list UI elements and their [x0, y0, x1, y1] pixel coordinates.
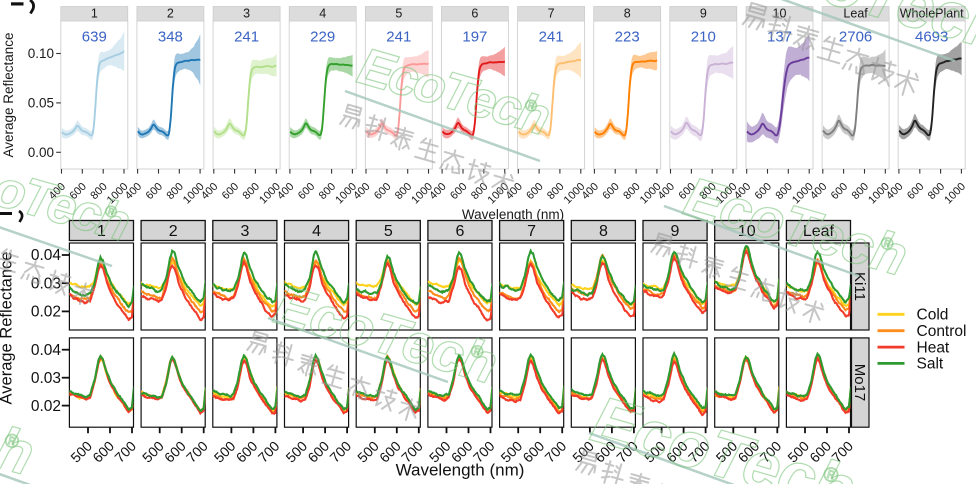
svg-text:®: ® — [2, 430, 21, 454]
svg-text:0.02: 0.02 — [31, 304, 61, 321]
svg-text:241: 241 — [539, 29, 564, 46]
svg-text:7: 7 — [548, 7, 555, 21]
svg-text:Leaf: Leaf — [843, 7, 868, 21]
svg-text:Salt: Salt — [917, 356, 944, 373]
svg-text:241: 241 — [234, 29, 259, 46]
svg-text:9: 9 — [671, 223, 680, 240]
svg-text:4: 4 — [319, 7, 326, 21]
svg-text:348: 348 — [158, 29, 183, 46]
svg-text:223: 223 — [615, 29, 640, 46]
svg-text:8: 8 — [624, 7, 631, 21]
svg-text:4: 4 — [312, 223, 321, 240]
svg-text:2706: 2706 — [839, 29, 872, 46]
svg-text:®: ® — [523, 97, 539, 117]
svg-text:0.04: 0.04 — [31, 247, 62, 264]
svg-text:3: 3 — [243, 7, 250, 21]
svg-text:Mo17: Mo17 — [851, 364, 868, 402]
svg-text:2: 2 — [167, 7, 174, 21]
svg-text:0.10: 0.10 — [28, 46, 54, 61]
svg-text:6: 6 — [455, 223, 464, 240]
svg-text:3: 3 — [240, 223, 249, 240]
svg-text:Leaf: Leaf — [803, 223, 835, 240]
svg-text:210: 210 — [691, 29, 716, 46]
svg-text:®: ® — [821, 463, 841, 484]
svg-text:Heat: Heat — [917, 339, 950, 356]
svg-text:8: 8 — [599, 223, 608, 240]
svg-text:0.03: 0.03 — [31, 370, 61, 387]
svg-text:Control: Control — [917, 323, 967, 340]
svg-text:5: 5 — [395, 7, 402, 21]
svg-text:Wavelength (nm): Wavelength (nm) — [396, 461, 525, 480]
svg-text:229: 229 — [310, 29, 335, 46]
svg-text:0.05: 0.05 — [28, 96, 54, 111]
svg-text:7: 7 — [527, 223, 536, 240]
svg-text:10: 10 — [738, 223, 756, 240]
svg-text:197: 197 — [462, 29, 487, 46]
svg-text:241: 241 — [386, 29, 411, 46]
svg-text:1: 1 — [97, 223, 106, 240]
svg-text:Average Reflectance: Average Reflectance — [0, 252, 16, 405]
svg-text:Wavelength (nm): Wavelength (nm) — [462, 207, 564, 222]
svg-text:0.02: 0.02 — [31, 398, 61, 415]
svg-text:Ki11: Ki11 — [851, 272, 868, 301]
svg-text:2: 2 — [169, 223, 178, 240]
svg-text:0.03: 0.03 — [31, 275, 61, 292]
svg-text:4693: 4693 — [915, 29, 948, 46]
svg-text:6: 6 — [471, 7, 478, 21]
svg-text:Cold: Cold — [917, 307, 949, 324]
svg-text:®: ® — [103, 203, 119, 223]
svg-text:WholePlant: WholePlant — [900, 7, 964, 21]
svg-text:5: 5 — [384, 223, 393, 240]
svg-text:Average Reflectance: Average Reflectance — [1, 32, 16, 157]
svg-text:0.04: 0.04 — [31, 342, 62, 359]
svg-text:1: 1 — [91, 7, 98, 21]
svg-text:9: 9 — [700, 7, 707, 21]
svg-text:0.00: 0.00 — [28, 145, 54, 160]
svg-text:639: 639 — [82, 29, 107, 46]
